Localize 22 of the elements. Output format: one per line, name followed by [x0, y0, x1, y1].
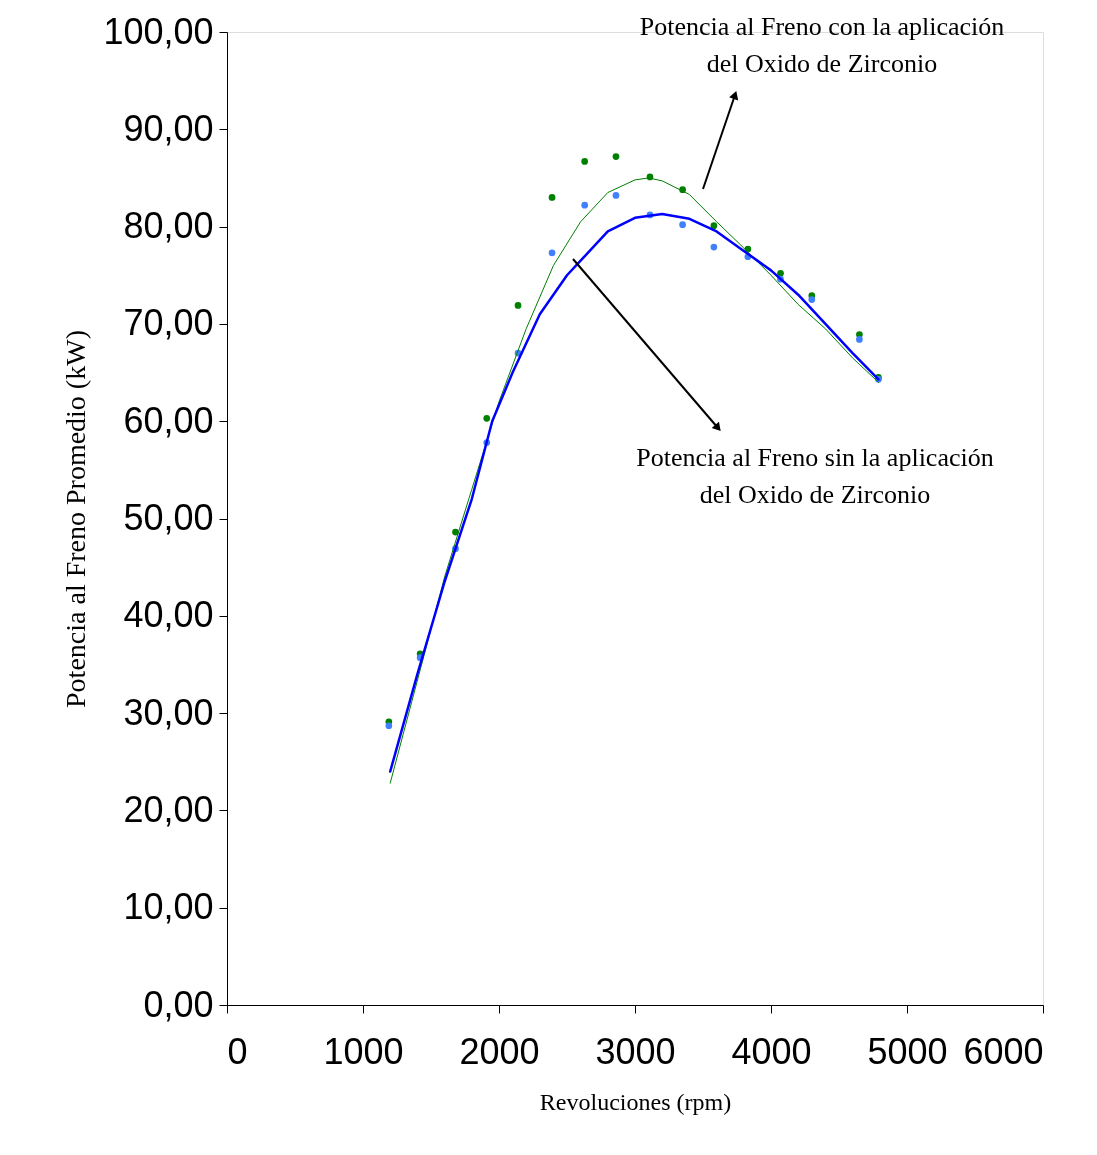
y-tick-label: 100,00	[103, 10, 214, 52]
x-tick-label: 4000	[731, 1030, 812, 1072]
x-tick-label: 1000	[323, 1030, 404, 1072]
y-tick-label: 70,00	[123, 302, 214, 344]
y-tick-label: 0,00	[143, 983, 214, 1025]
y-tick-label: 50,00	[123, 497, 214, 538]
y-tick-label: 30,00	[123, 691, 214, 733]
annotation: Potencia al Freno con la aplicación del Oxido de Zirconio	[639, 12, 1005, 78]
y-tick-label: 40,00	[123, 594, 214, 636]
x-tick-label: 6000	[963, 1030, 1044, 1072]
y-axis-title: Potencia al Freno Promedio (kW)	[60, 330, 92, 708]
y-tick-label: 80,00	[123, 205, 214, 247]
x-tick-label: 2000	[459, 1030, 540, 1072]
x-tick-label: 3000	[595, 1030, 676, 1072]
y-tick-label: 20,00	[123, 788, 214, 830]
x-tick-label: 5000	[867, 1030, 948, 1072]
x-axis-title: Revoluciones (rpm)	[539, 1088, 732, 1115]
annotation: Potencia al Freno sin la aplicación del Oxido de Zirconio	[636, 443, 994, 509]
x-tick-label: 0	[227, 1030, 248, 1072]
y-tick-label: 90,00	[123, 107, 214, 149]
y-tick-label: 60,00	[123, 399, 214, 441]
y-tick-label: 10,00	[123, 886, 214, 928]
